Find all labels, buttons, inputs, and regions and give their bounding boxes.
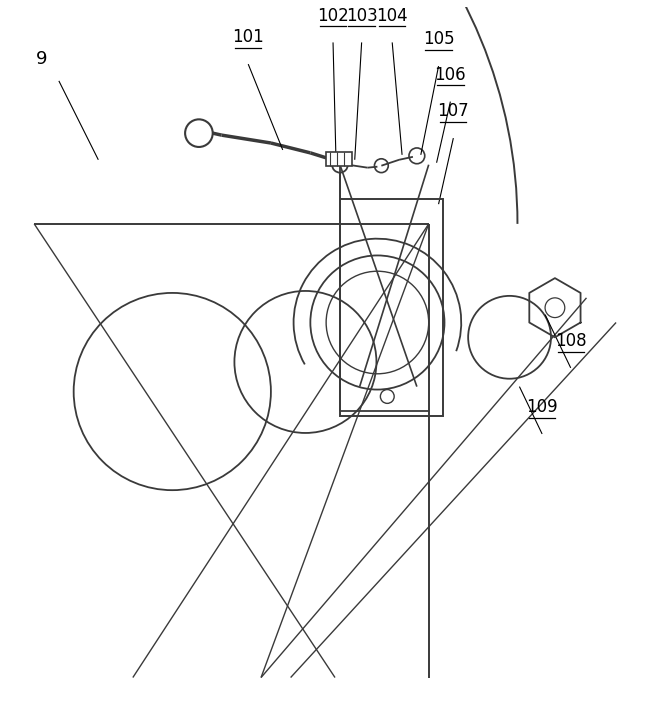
- Text: 9: 9: [36, 50, 48, 68]
- Bar: [326, 152, 352, 166]
- Text: 109: 109: [526, 398, 558, 416]
- Text: 106: 106: [435, 66, 466, 84]
- Text: 101: 101: [232, 28, 264, 46]
- Text: 105: 105: [423, 30, 454, 49]
- Text: 103: 103: [346, 6, 378, 25]
- Text: 108: 108: [555, 332, 586, 350]
- Text: 102: 102: [317, 6, 349, 25]
- Bar: [340, 199, 444, 416]
- Text: 107: 107: [437, 103, 469, 120]
- Text: 104: 104: [376, 6, 408, 25]
